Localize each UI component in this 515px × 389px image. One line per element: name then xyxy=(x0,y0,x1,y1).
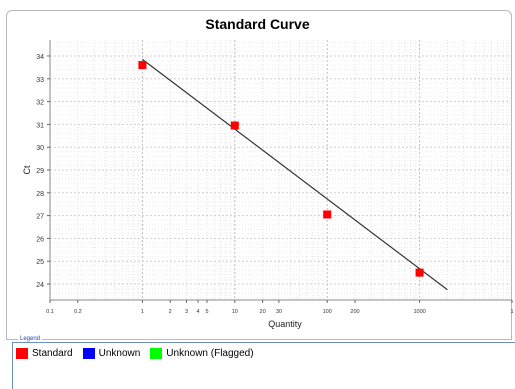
y-tick-label: 33 xyxy=(36,77,44,84)
legend-swatch-unknown xyxy=(82,348,95,359)
x-tick-label: 1 xyxy=(510,309,513,315)
x-tick-label: 2 xyxy=(169,309,172,315)
x-tick-label: 5 xyxy=(205,309,208,315)
x-tick-label: 3 xyxy=(185,309,188,315)
x-axis-label: Quantity xyxy=(268,319,302,329)
y-tick-label: 24 xyxy=(36,282,44,289)
x-tick-label: 20 xyxy=(260,309,266,315)
legend-box xyxy=(12,342,515,389)
x-tick-label: 30 xyxy=(276,309,282,315)
x-tick-label: 4 xyxy=(196,309,199,315)
legend: Standard Unknown Unknown (Flagged) xyxy=(16,348,258,359)
data-point-standard xyxy=(415,268,424,277)
legend-item-unknown[interactable]: Unknown xyxy=(82,348,141,359)
x-tick-label: 1000 xyxy=(413,309,425,315)
x-tick-label: 100 xyxy=(323,309,332,315)
y-tick-label: 30 xyxy=(36,145,44,152)
legend-title: Legend xyxy=(18,336,43,342)
data-point-standard xyxy=(230,121,239,130)
legend-swatch-unknown-flagged xyxy=(150,348,163,359)
legend-item-standard[interactable]: Standard xyxy=(16,348,73,359)
x-tick-label: 0.2 xyxy=(74,309,82,315)
y-tick-label: 25 xyxy=(36,259,44,266)
x-tick-label: 10 xyxy=(232,309,238,315)
y-tick-label: 26 xyxy=(36,236,44,243)
fit-line xyxy=(142,58,448,291)
x-tick-label: 1 xyxy=(141,309,144,315)
y-tick-label: 32 xyxy=(36,100,44,107)
legend-label-unknown: Unknown xyxy=(98,348,141,359)
y-tick-label: 28 xyxy=(36,191,44,198)
y-axis-label: Ct xyxy=(22,165,32,174)
chart-panel xyxy=(6,10,512,340)
legend-label-standard: Standard xyxy=(32,348,73,359)
data-point-standard xyxy=(138,61,147,70)
y-tick-label: 29 xyxy=(36,168,44,175)
x-tick-label: 200 xyxy=(350,309,359,315)
data-point-standard xyxy=(323,210,332,219)
chart-title: Standard Curve xyxy=(205,16,310,32)
y-tick-label: 27 xyxy=(36,214,44,221)
y-tick-label: 31 xyxy=(36,122,44,129)
y-tick-label: 34 xyxy=(36,54,44,61)
legend-item-unknown-flagged[interactable]: Unknown (Flagged) xyxy=(150,348,254,359)
legend-label-unknown-flagged: Unknown (Flagged) xyxy=(166,348,254,359)
legend-swatch-standard xyxy=(16,348,28,359)
x-tick-label: 0.1 xyxy=(46,309,54,315)
grid-lines xyxy=(49,40,512,300)
